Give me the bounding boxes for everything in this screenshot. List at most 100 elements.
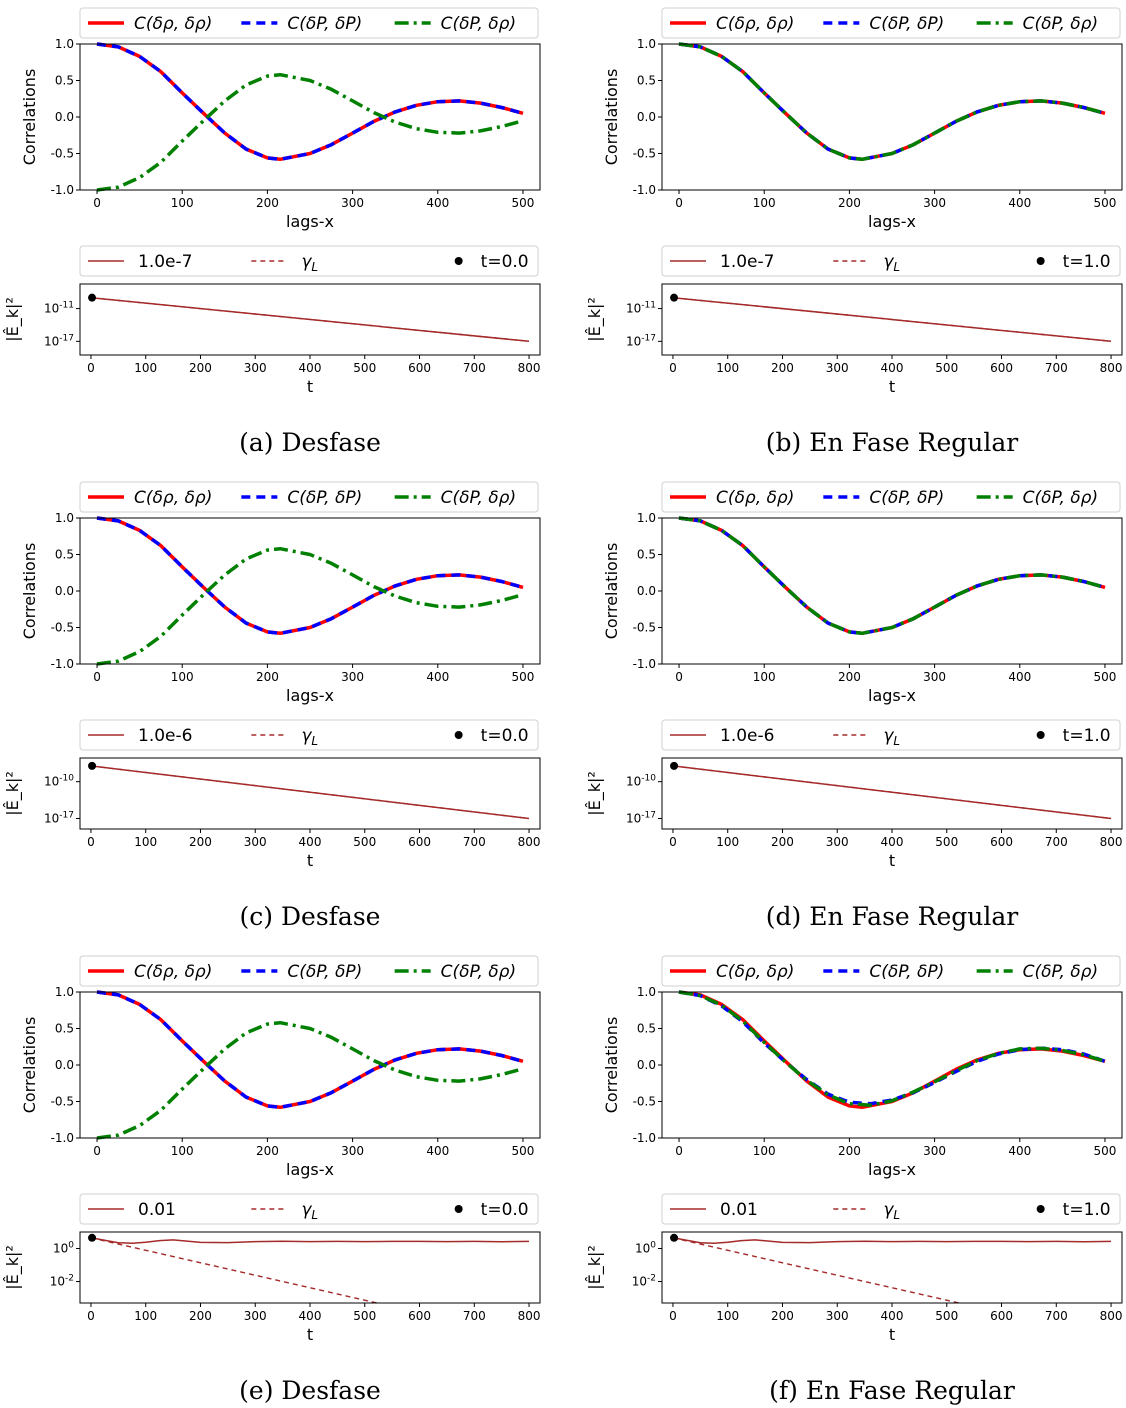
legend-box bbox=[79, 245, 539, 277]
x-tick-label: 600 bbox=[990, 1309, 1013, 1323]
y-tick-label: -1.0 bbox=[51, 657, 74, 671]
x-tick-label: 200 bbox=[838, 670, 861, 684]
x-tick-label: 600 bbox=[990, 835, 1013, 849]
legend-label-3: C(δP, δρ) bbox=[1023, 962, 1098, 982]
legend-label-gamma: γL bbox=[883, 726, 900, 748]
y-tick-label: -1.0 bbox=[51, 183, 74, 197]
energy-line bbox=[90, 765, 530, 820]
gamma-line bbox=[672, 1237, 963, 1303]
y-axis-label: |Ê_k|² bbox=[3, 297, 23, 342]
panel-caption: (a) Desfase bbox=[239, 428, 381, 457]
x-tick-label: 500 bbox=[353, 361, 376, 375]
x-tick-label: 0 bbox=[93, 670, 101, 684]
x-tick-label: 300 bbox=[244, 1309, 267, 1323]
axes-frame bbox=[79, 517, 541, 665]
x-tick-label: 500 bbox=[512, 196, 535, 210]
panel-caption: (b) En Fase Regular bbox=[766, 428, 1019, 457]
x-tick-label: 0 bbox=[87, 361, 95, 375]
energy-line bbox=[90, 296, 530, 343]
initial-marker bbox=[88, 761, 97, 770]
x-tick-label: 100 bbox=[716, 1309, 739, 1323]
energy-lines bbox=[672, 296, 1112, 343]
x-tick-label: 100 bbox=[171, 1144, 194, 1158]
x-tick-label: 200 bbox=[771, 835, 794, 849]
y-tick-label: 0.0 bbox=[637, 110, 656, 124]
y-tick-label: 0.5 bbox=[637, 74, 656, 88]
x-tick-label: 500 bbox=[935, 361, 958, 375]
legend-swatch-marker bbox=[1036, 731, 1045, 739]
legend-label-3: C(δP, δρ) bbox=[1023, 488, 1098, 508]
x-tick-label: 700 bbox=[1045, 1309, 1068, 1323]
x-tick-label: 0 bbox=[675, 1144, 683, 1158]
x-tick-label: 800 bbox=[1100, 835, 1123, 849]
legend-label-energy: 1.0e-7 bbox=[720, 252, 774, 272]
x-tick-label: 400 bbox=[1008, 196, 1031, 210]
legend-box bbox=[79, 1193, 539, 1225]
x-axis-label: lags-x bbox=[286, 686, 334, 705]
axes-frame bbox=[661, 517, 1123, 665]
x-tick-label: 100 bbox=[753, 196, 776, 210]
legend-box bbox=[661, 245, 1121, 277]
panel-caption: (f) En Fase Regular bbox=[769, 1376, 1015, 1405]
x-tick-label: 500 bbox=[353, 1309, 376, 1323]
x-tick-label: 100 bbox=[753, 670, 776, 684]
y-tick-label: 1.0 bbox=[637, 985, 656, 999]
x-tick-label: 800 bbox=[518, 835, 541, 849]
y-tick-label: 0.5 bbox=[637, 548, 656, 562]
x-tick-label: 400 bbox=[881, 361, 904, 375]
y-axis-label: Correlations bbox=[20, 1017, 39, 1114]
legend-label-gamma: γL bbox=[301, 1200, 318, 1222]
x-tick-label: 0 bbox=[669, 1309, 677, 1323]
legend-label-3: C(δP, δρ) bbox=[441, 488, 516, 508]
y-tick-label: 0.0 bbox=[55, 1058, 74, 1072]
y-tick-label: -0.5 bbox=[633, 147, 656, 161]
x-tick-label: 100 bbox=[134, 361, 157, 375]
legend-label-energy: 1.0e-7 bbox=[138, 252, 192, 272]
panel-e: 0 100 200 300 400 500 -1.0 -0.5 0.0 0.5 1.0 lags-x C… bbox=[3, 955, 541, 1405]
energy-line bbox=[90, 1237, 530, 1244]
correlation-plot: 0 100 200 300 400 500 -1.0 -0.5 0.0 0.5 1.0 lags-x C… bbox=[602, 481, 1123, 705]
y-tick-label: 10-2 bbox=[50, 1274, 74, 1289]
x-tick-label: 300 bbox=[341, 1144, 364, 1158]
legend-label-marker: t=1.0 bbox=[1063, 1200, 1111, 1220]
y-tick-label: 10-11 bbox=[626, 301, 656, 316]
correlation-plot: 0 100 200 300 400 500 -1.0 -0.5 0.0 0.5 1.0 lags-x C… bbox=[20, 7, 541, 231]
energy-lines bbox=[90, 1237, 530, 1303]
x-axis-label: t bbox=[889, 377, 895, 396]
energy-lines bbox=[672, 1237, 1112, 1303]
x-tick-label: 400 bbox=[881, 1309, 904, 1323]
y-axis-label: Correlations bbox=[602, 69, 621, 166]
legend-label-marker: t=0.0 bbox=[481, 726, 529, 746]
y-tick-label: -1.0 bbox=[633, 1131, 656, 1145]
x-tick-label: 0 bbox=[675, 670, 683, 684]
legend-label-3: C(δP, δρ) bbox=[441, 14, 516, 34]
legend-label-3: C(δP, δρ) bbox=[1023, 14, 1098, 34]
y-axis-label: |Ê_k|² bbox=[3, 771, 23, 816]
legend-label-gamma: γL bbox=[883, 1200, 900, 1222]
y-tick-label: 0.0 bbox=[55, 584, 74, 598]
legend-label-marker: t=1.0 bbox=[1063, 252, 1111, 272]
y-tick-label: -0.5 bbox=[51, 147, 74, 161]
y-axis-label: |Ê_k|² bbox=[585, 771, 605, 816]
correlation-plot: 0 100 200 300 400 500 -1.0 -0.5 0.0 0.5 1.0 lags-x C… bbox=[602, 7, 1123, 231]
y-axis-label: |Ê_k|² bbox=[585, 1245, 605, 1290]
x-tick-label: 600 bbox=[408, 1309, 431, 1323]
x-tick-label: 100 bbox=[134, 835, 157, 849]
legend-box bbox=[661, 955, 1121, 987]
x-axis-label: lags-x bbox=[868, 212, 916, 231]
series-line-3 bbox=[678, 42, 1106, 162]
y-tick-label: 1.0 bbox=[637, 37, 656, 51]
legend-label-2: C(δP, δP) bbox=[869, 14, 944, 34]
legend-label-energy: 0.01 bbox=[720, 1200, 758, 1220]
x-tick-label: 800 bbox=[518, 361, 541, 375]
initial-marker bbox=[88, 1233, 97, 1242]
initial-marker bbox=[670, 761, 679, 770]
legend-label-energy: 1.0e-6 bbox=[720, 726, 774, 746]
y-tick-label: 10-10 bbox=[44, 774, 74, 789]
x-tick-label: 300 bbox=[826, 361, 849, 375]
legend-label-3: C(δP, δρ) bbox=[441, 962, 516, 982]
x-tick-label: 500 bbox=[512, 670, 535, 684]
series-line-3 bbox=[96, 1020, 524, 1140]
x-tick-label: 800 bbox=[518, 1309, 541, 1323]
energy-line bbox=[672, 296, 1112, 343]
